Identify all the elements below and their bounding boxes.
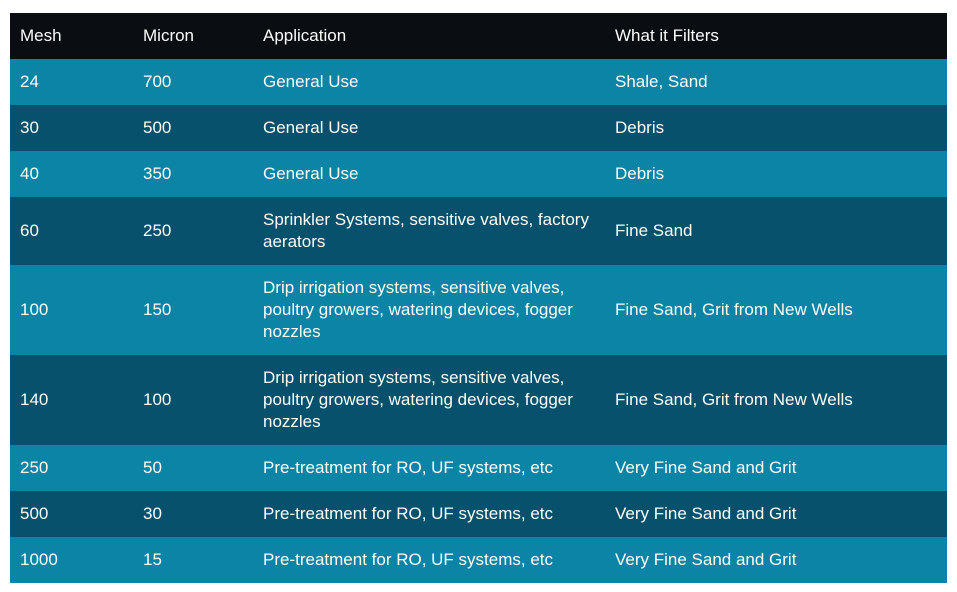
cell-mesh: 60 — [10, 197, 133, 265]
table-row: 40 350 General Use Debris — [10, 151, 947, 197]
cell-mesh: 40 — [10, 151, 133, 197]
cell-micron: 700 — [133, 59, 253, 105]
table-row: 60 250 Sprinkler Systems, sensitive valves… — [10, 197, 947, 265]
table-body: 24 700 General Use Shale, Sand 30 500 General … — [10, 59, 947, 583]
cell-what-it-filters: Very Fine Sand and Grit — [605, 537, 947, 583]
cell-what-it-filters: Very Fine Sand and Grit — [605, 445, 947, 491]
cell-application: General Use — [253, 59, 605, 105]
cell-application: Sprinkler Systems, sensitive valves, fac… — [253, 197, 605, 265]
table-row: 1000 15 Pre-treatment for RO, UF systems, … — [10, 537, 947, 583]
cell-what-it-filters: Fine Sand, Grit from New Wells — [605, 355, 947, 445]
cell-micron: 150 — [133, 265, 253, 355]
cell-application: Pre-treatment for RO, UF systems, etc — [253, 491, 605, 537]
cell-mesh: 1000 — [10, 537, 133, 583]
cell-application: General Use — [253, 105, 605, 151]
cell-mesh: 30 — [10, 105, 133, 151]
table-row: 100 150 Drip irrigation systems, sensitive… — [10, 265, 947, 355]
cell-micron: 350 — [133, 151, 253, 197]
column-header-mesh: Mesh — [10, 13, 133, 59]
cell-application: Drip irrigation systems, sensitive valve… — [253, 355, 605, 445]
cell-what-it-filters: Shale, Sand — [605, 59, 947, 105]
cell-mesh: 140 — [10, 355, 133, 445]
table-row: 250 50 Pre-treatment for RO, UF systems, e… — [10, 445, 947, 491]
column-header-micron: Micron — [133, 13, 253, 59]
table-row: 24 700 General Use Shale, Sand — [10, 59, 947, 105]
cell-micron: 250 — [133, 197, 253, 265]
cell-mesh: 250 — [10, 445, 133, 491]
table-header-row: Mesh Micron Application What it Filters — [10, 13, 947, 59]
cell-application: Pre-treatment for RO, UF systems, etc — [253, 445, 605, 491]
cell-what-it-filters: Debris — [605, 151, 947, 197]
mesh-micron-filtration-table: Mesh Micron Application What it Filters … — [10, 13, 947, 583]
cell-application: Drip irrigation systems, sensitive valve… — [253, 265, 605, 355]
cell-what-it-filters: Very Fine Sand and Grit — [605, 491, 947, 537]
cell-micron: 500 — [133, 105, 253, 151]
cell-micron: 30 — [133, 491, 253, 537]
column-header-what-it-filters: What it Filters — [605, 13, 947, 59]
cell-mesh: 24 — [10, 59, 133, 105]
table-row: 500 30 Pre-treatment for RO, UF systems, e… — [10, 491, 947, 537]
table-row: 30 500 General Use Debris — [10, 105, 947, 151]
cell-what-it-filters: Fine Sand — [605, 197, 947, 265]
cell-application: General Use — [253, 151, 605, 197]
cell-micron: 15 — [133, 537, 253, 583]
cell-application: Pre-treatment for RO, UF systems, etc — [253, 537, 605, 583]
cell-micron: 50 — [133, 445, 253, 491]
cell-what-it-filters: Debris — [605, 105, 947, 151]
cell-what-it-filters: Fine Sand, Grit from New Wells — [605, 265, 947, 355]
cell-mesh: 500 — [10, 491, 133, 537]
cell-micron: 100 — [133, 355, 253, 445]
column-header-application: Application — [253, 13, 605, 59]
cell-mesh: 100 — [10, 265, 133, 355]
table-row: 140 100 Drip irrigation systems, sensitive… — [10, 355, 947, 445]
